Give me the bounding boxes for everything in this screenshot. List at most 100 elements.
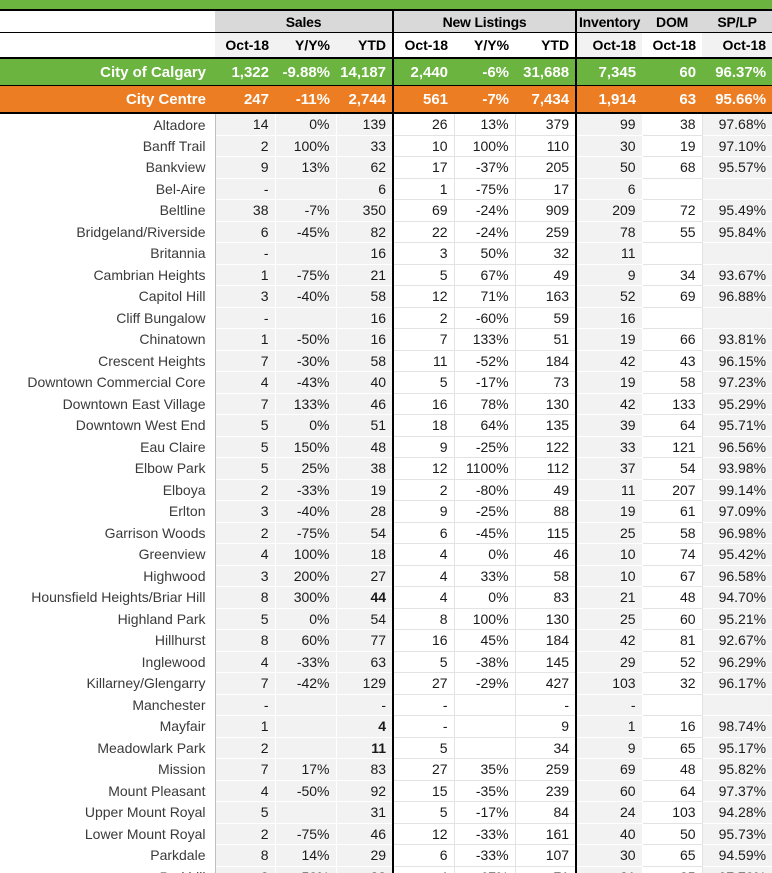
community-name: Elboya [0,479,216,501]
inventory-month: - [576,694,643,716]
splp-month: 96.88% [702,285,772,308]
community-name: Inglewood [0,651,216,673]
sales-month: 5 [215,608,276,630]
newlistings-month: 9 [393,500,455,523]
table-row: Cambrian Heights 1 -75% 21 5 67% 49 9 34 93.67% [0,264,772,286]
newlistings-ytd: 184 [515,350,578,372]
inventory-month: 33 [576,436,643,458]
newlistings-month: 18 [393,414,455,437]
inventory-month: 29 [576,651,643,673]
sales-ytd: 28 [336,500,395,523]
sales-ytd: 21 [336,264,395,286]
newlistings-ytd: 427 [515,672,578,695]
group-header-new-listings: New Listings [393,9,578,33]
splp-month: 95.71% [702,414,772,437]
splp-month: 96.15% [702,350,772,372]
splp-month: 95.84% [702,221,772,243]
table-row: Meadowlark Park 2 11 5 34 9 65 95.17% [0,737,772,759]
summary-newlistings-month: 561 [393,85,455,114]
newlistings-month: 11 [393,350,455,372]
newlistings-ytd: 205 [515,156,578,179]
newlistings-yoy: -33% [454,823,516,845]
newlistings-ytd: 49 [515,264,578,286]
summary-inventory: 1,914 [576,85,643,114]
newlistings-month: 17 [393,156,455,179]
sales-month: 14 [215,113,276,136]
newlistings-ytd: 112 [515,457,578,480]
newlistings-yoy: 0% [454,586,516,609]
table-row: Killarney/Glengarry 7 -42% 129 27 -29% 427 103 3… [0,672,772,695]
inventory-month: 69 [576,758,643,781]
newlistings-yoy: 64% [454,414,516,437]
dom-month: 52 [642,651,703,673]
community-name: Hounsfield Heights/Briar Hill [0,586,216,608]
newlistings-month: 16 [393,629,455,652]
sales-yoy: 17% [275,758,337,781]
splp-month: 97.10% [702,135,772,157]
sales-yoy: 14% [275,844,337,867]
newlistings-month: 5 [393,651,455,673]
sales-month: 4 [215,651,276,673]
sales-month: 8 [215,586,276,609]
splp-month: 96.29% [702,651,772,673]
newlistings-month: 16 [393,393,455,415]
inventory-month: 21 [576,866,643,873]
newlistings-ytd: 115 [515,522,578,544]
newlistings-month: 10 [393,135,455,157]
dom-month: 74 [642,543,703,566]
dom-month: 68 [642,156,703,179]
sales-yoy: -40% [275,285,337,308]
newlistings-ytd: 73 [515,371,578,394]
table-row: Bridgeland/Riverside 6 -45% 82 22 -24% 259 78 55… [0,221,772,243]
newlistings-yoy: -75% [454,178,516,200]
sales-ytd: 40 [336,371,395,394]
community-name: Garrison Woods [0,522,216,544]
sales-ytd: 63 [336,651,395,673]
splp-month: 96.56% [702,436,772,458]
subheader-splp-month: Oct-18 [702,32,772,59]
newlistings-yoy: 50% [454,242,516,265]
community-name: Erlton [0,500,216,522]
table-row: Downtown West End 5 0% 51 18 64% 135 39 64 95.71% [0,414,772,437]
dom-month [642,242,703,265]
subheader-newlistings-month: Oct-18 [393,32,455,59]
community-name: Upper Mount Royal [0,801,216,823]
inventory-month: 30 [576,135,643,157]
summary-sales-month: 247 [215,85,275,114]
sales-yoy: 0% [275,414,337,437]
inventory-month: 9 [576,264,643,286]
sales-ytd: 51 [336,414,395,437]
sales-month: 6 [215,221,276,243]
dom-month: 58 [642,522,703,544]
community-name: Parkhill [0,866,216,873]
inventory-month: 209 [576,199,643,222]
group-header-dom: DOM [642,9,703,33]
newlistings-ytd: 135 [515,414,578,437]
sales-yoy: 0% [275,113,337,136]
dom-month: 34 [642,264,703,286]
newlistings-yoy: -67% [454,866,516,873]
table-row: Greenview 4 100% 18 4 0% 46 10 74 95.42% [0,543,772,566]
splp-month: 93.67% [702,264,772,286]
sales-month: 3 [215,565,276,587]
table-row: Chinatown 1 -50% 16 7 133% 51 19 66 93.81% [0,328,772,351]
newlistings-ytd: 88 [515,500,578,523]
newlistings-ytd: 49 [515,479,578,501]
sales-yoy [275,694,337,716]
newlistings-ytd: 379 [515,113,578,136]
summary-row: City of Calgary 1,322 -9.88% 14,187 2,440 -6%… [0,58,772,86]
sales-month: 7 [215,350,276,372]
community-name: Lower Mount Royal [0,823,216,845]
table-row: Downtown East Village 7 133% 46 16 78% 130 42 13… [0,393,772,415]
table-row: Highland Park 5 0% 54 8 100% 130 25 60 95.21% [0,608,772,630]
splp-month: 96.58% [702,565,772,587]
sales-ytd: 33 [336,866,395,873]
sales-yoy: -42% [275,672,337,695]
table-row: Parkdale 8 14% 29 6 -33% 107 30 65 94.59% [0,844,772,867]
community-name: Parkdale [0,844,216,866]
dom-month: 43 [642,350,703,372]
splp-month: 95.57% [702,156,772,179]
sales-yoy: 200% [275,565,337,587]
newlistings-yoy: -17% [454,801,516,824]
newlistings-ytd: 259 [515,221,578,243]
